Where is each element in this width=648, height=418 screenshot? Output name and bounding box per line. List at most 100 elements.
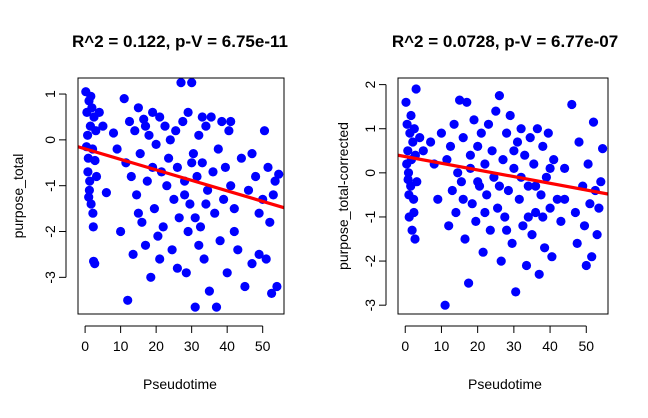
data-point (531, 207, 541, 218)
data-point (545, 163, 555, 173)
data-point (455, 95, 465, 105)
data-point (538, 212, 548, 222)
data-point (87, 103, 97, 113)
data-point (187, 158, 197, 168)
data-point (124, 116, 135, 127)
data-point (587, 252, 597, 262)
data-point (263, 162, 273, 172)
data-point (426, 137, 436, 147)
data-point (226, 181, 236, 191)
chart-title: R^2 = 0.122, p-V = 6.75e-11 (72, 32, 288, 51)
data-point (270, 176, 280, 186)
data-point (215, 236, 225, 246)
data-point (233, 245, 243, 255)
data-point (418, 146, 428, 156)
data-point (254, 208, 264, 218)
data-point (226, 116, 236, 127)
data-point (596, 177, 606, 187)
data-point (560, 194, 570, 204)
data-point (516, 124, 526, 134)
data-point (476, 128, 486, 138)
data-point (453, 168, 463, 178)
data-point (185, 199, 195, 209)
data-point (574, 137, 584, 147)
data-point (88, 208, 98, 218)
x-tick-label: 10 (434, 338, 450, 354)
data-point (247, 259, 257, 269)
data-point (509, 163, 519, 173)
x-tick-label: 20 (148, 338, 164, 354)
data-point (137, 217, 147, 227)
data-point (195, 222, 206, 232)
data-point (243, 185, 254, 195)
data-point (217, 116, 227, 127)
data-point (199, 254, 209, 264)
data-point (197, 112, 207, 122)
data-point (483, 119, 494, 129)
x-tick-label: 50 (255, 338, 271, 354)
y-tick-label: 1 (42, 90, 58, 98)
data-point (505, 110, 515, 121)
data-point (583, 159, 593, 169)
data-point (268, 190, 278, 200)
data-point (220, 162, 230, 172)
x-tick-label: 0 (401, 338, 409, 354)
data-point (523, 181, 533, 191)
data-point (556, 216, 566, 226)
data-point (158, 222, 168, 232)
data-point (126, 171, 136, 182)
data-point (502, 128, 512, 138)
data-point (259, 126, 270, 136)
data-point (494, 91, 504, 101)
data-point (581, 260, 591, 271)
x-axis: 0 10 20 30 40 50 (81, 325, 271, 354)
data-point (538, 141, 548, 151)
data-point (469, 115, 479, 125)
data-point (142, 176, 152, 186)
data-point (197, 158, 207, 168)
data-point (412, 177, 422, 187)
data-point (532, 124, 543, 134)
data-point (171, 126, 181, 136)
data-point (449, 119, 459, 129)
y-tick-label: -3 (42, 271, 58, 284)
data-point (540, 243, 550, 253)
regression-line (398, 153, 608, 196)
data-point (541, 172, 552, 182)
x-tick-label: 10 (113, 338, 129, 354)
data-point (403, 168, 414, 178)
y-axis: -3 -2 -1 0 1 2 (362, 81, 387, 311)
data-point (132, 190, 142, 200)
data-point (172, 162, 182, 172)
data-point (436, 128, 446, 138)
data-point (162, 181, 172, 191)
data-points (81, 78, 284, 312)
data-point (402, 119, 412, 129)
data-point (447, 185, 457, 196)
data-point (101, 188, 111, 198)
data-point (180, 190, 190, 200)
data-point (585, 199, 595, 209)
data-point (529, 159, 539, 169)
data-point (194, 130, 204, 140)
data-point (478, 247, 488, 257)
data-point (458, 194, 468, 204)
y-tick-label: 1 (362, 125, 378, 133)
data-point (503, 185, 513, 196)
x-tick-label: 50 (578, 338, 594, 354)
data-point (518, 221, 528, 231)
y-tick-label: -1 (362, 211, 378, 224)
data-point (139, 114, 149, 124)
data-points (401, 84, 608, 310)
data-point (415, 133, 425, 143)
data-point (401, 97, 411, 107)
data-point (164, 153, 174, 163)
data-point (169, 194, 179, 204)
data-point (167, 245, 177, 255)
data-point (181, 268, 191, 278)
chart-panel-2: R^2 = 0.0728, p-V = 6.77e-070 10 20 30 40 50-… (335, 32, 618, 392)
data-point (572, 238, 582, 248)
y-tick-label: -2 (362, 255, 378, 268)
